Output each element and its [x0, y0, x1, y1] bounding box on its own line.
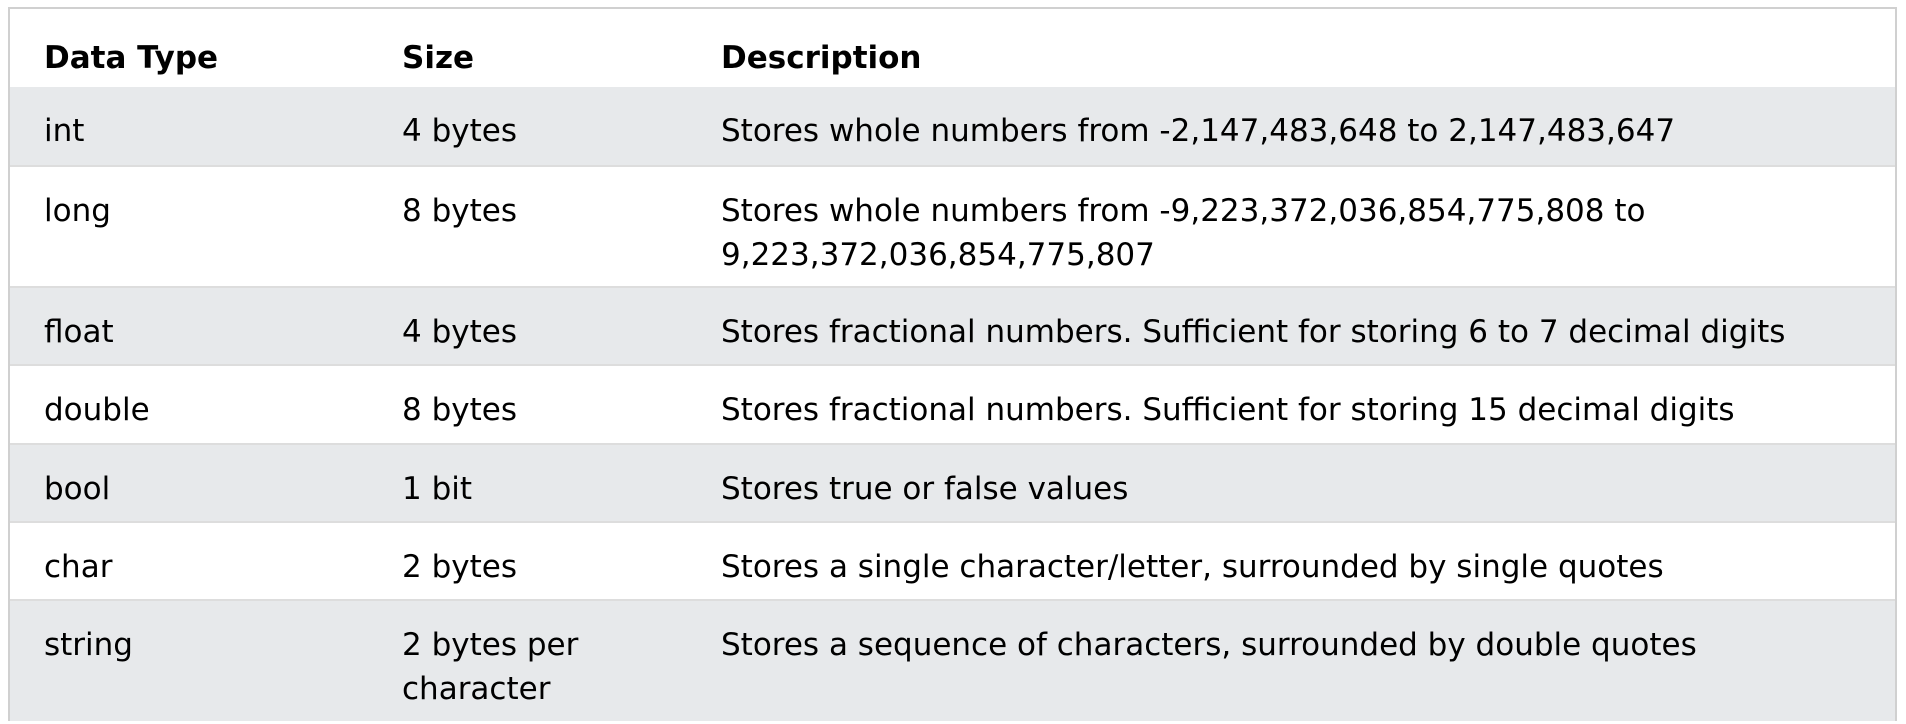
table-row: bool 1 bit Stores true or false values	[10, 444, 1895, 522]
header-description: Description	[721, 40, 922, 76]
cell-size: 8 bytes	[402, 193, 517, 229]
table-row: string 2 bytes per character Stores a se…	[10, 600, 1895, 721]
header-size: Size	[402, 40, 475, 76]
cell-size: 4 bytes	[402, 314, 517, 350]
table-row: long 8 bytes Stores whole numbers from -…	[10, 166, 1895, 287]
cell-data-type: string	[44, 627, 133, 663]
data-types-grid: Data Type Size Description int 4 bytes S…	[10, 9, 1895, 721]
cell-data-type: int	[44, 113, 85, 149]
cell-data-type: char	[44, 549, 113, 585]
cell-size: 2 bytes	[402, 549, 517, 585]
table-header-row: Data Type Size Description	[10, 9, 1895, 87]
table-row: int 4 bytes Stores whole numbers from -2…	[10, 87, 1895, 166]
cell-data-type: float	[44, 314, 114, 350]
data-types-table: Data Type Size Description int 4 bytes S…	[8, 7, 1897, 721]
cell-size: 8 bytes	[402, 392, 517, 428]
table-row: double 8 bytes Stores fractional numbers…	[10, 365, 1895, 444]
cell-description: Stores a single character/letter, surrou…	[721, 549, 1664, 585]
cell-size: 4 bytes	[402, 113, 517, 149]
table-row: float 4 bytes Stores fractional numbers.…	[10, 287, 1895, 365]
cell-data-type: bool	[44, 471, 111, 507]
table-row: char 2 bytes Stores a single character/l…	[10, 522, 1895, 600]
cell-description: Stores a sequence of characters, surroun…	[721, 627, 1697, 663]
cell-size: 1 bit	[402, 471, 473, 507]
cell-data-type: double	[44, 392, 150, 428]
cell-description: Stores whole numbers from -2,147,483,648…	[721, 113, 1676, 149]
cell-data-type: long	[44, 193, 111, 229]
cell-description: Stores fractional numbers. Sufficient fo…	[721, 314, 1786, 350]
cell-description: Stores whole numbers from -9,223,372,036…	[721, 193, 1646, 273]
header-data-type: Data Type	[44, 40, 219, 76]
cell-description: Stores true or false values	[721, 471, 1129, 507]
cell-size: 2 bytes per character	[402, 627, 579, 707]
cell-description: Stores fractional numbers. Sufficient fo…	[721, 392, 1735, 428]
